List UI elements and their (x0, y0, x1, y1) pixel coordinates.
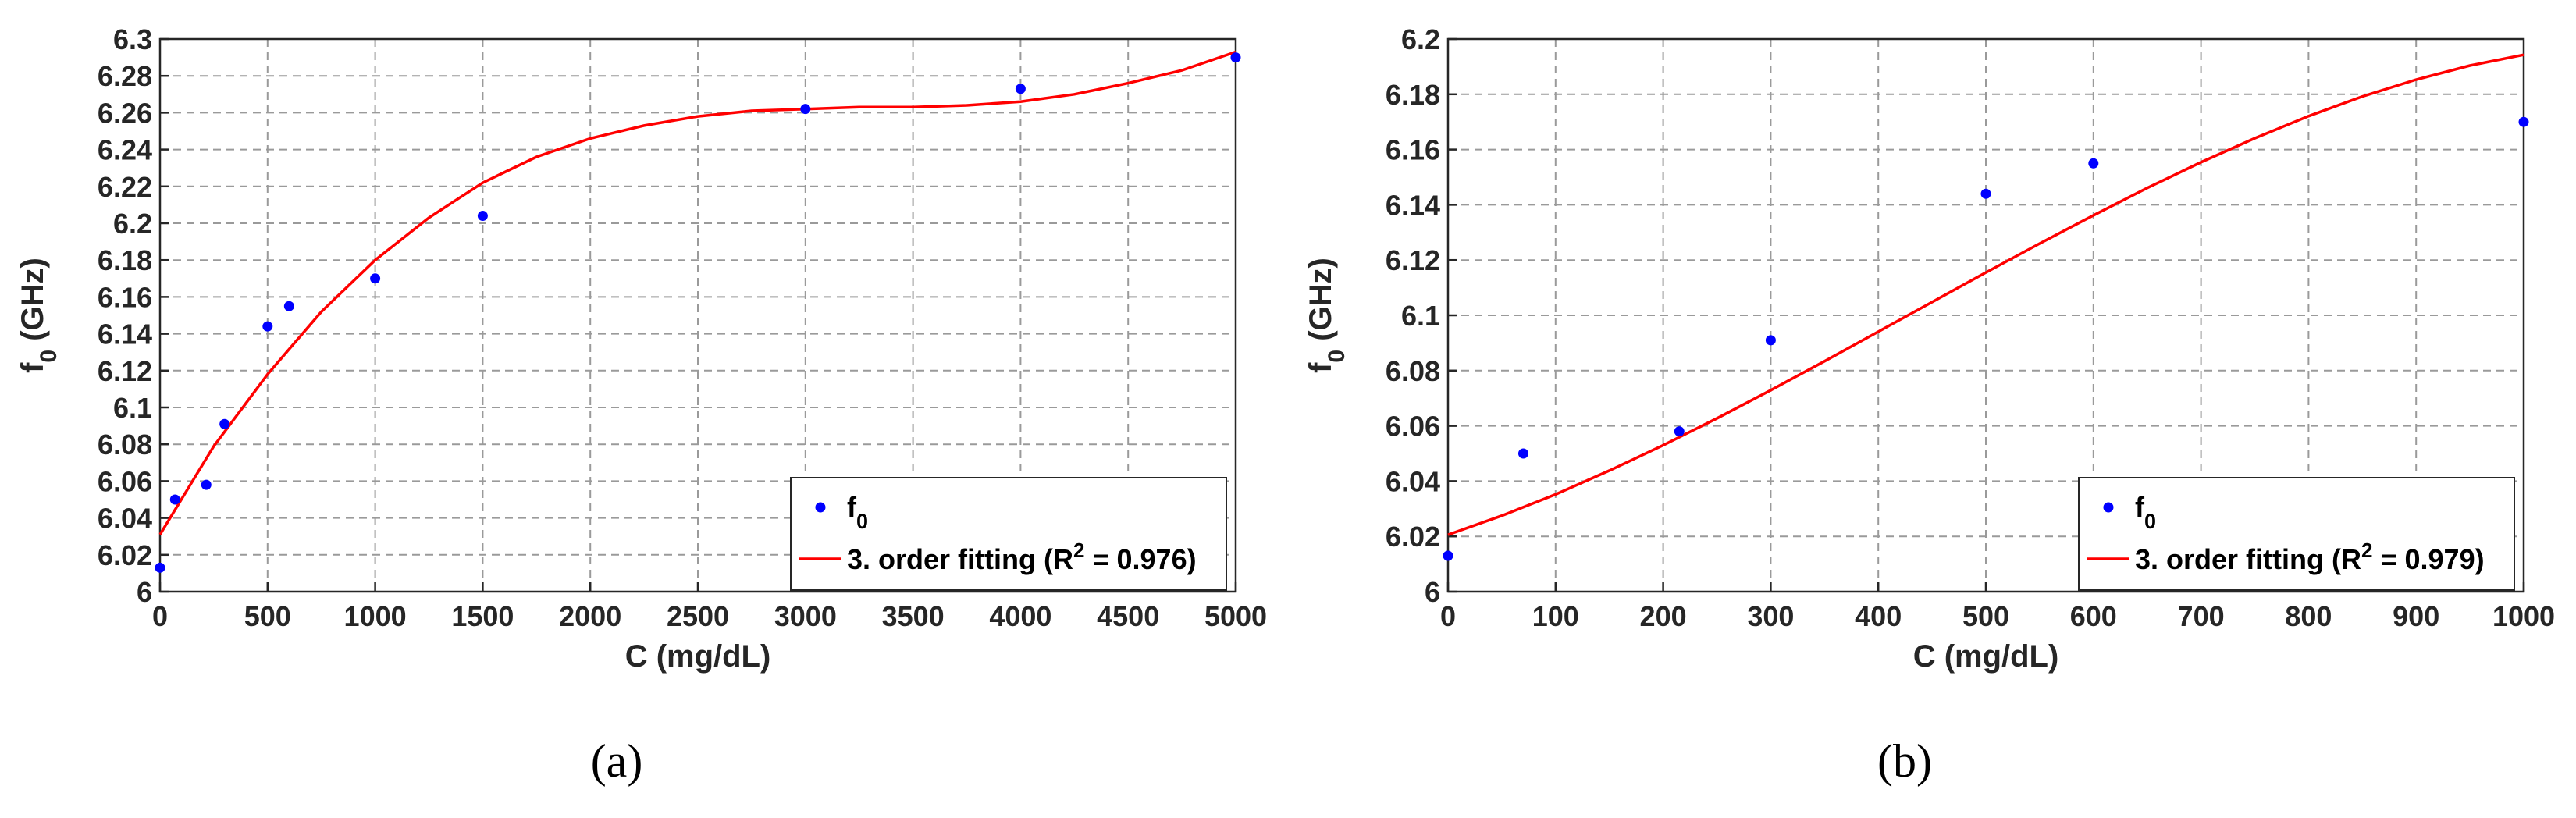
legend-marker-points (2103, 502, 2114, 513)
y-tick-label: 6.02 (98, 539, 152, 571)
y-axis-label-unit: (GHz) (1304, 258, 1338, 350)
y-tick-label: 6.2 (1401, 23, 1440, 55)
y-tick-label: 6.06 (98, 465, 152, 497)
x-tick-label: 0 (152, 600, 168, 632)
y-tick-label: 6.26 (98, 97, 152, 129)
y-tick-label: 6.12 (1386, 244, 1440, 276)
chart-panel-b: 0 100 200 300 400 500 600 700 800 900 1000 6 6.02 6.0… (1304, 23, 2555, 787)
data-point (1674, 426, 1685, 437)
x-axis-label: C (mg/dL) (1913, 639, 2059, 674)
chart-panel-a: 0 500 1000 1500 2000 2500 3000 3500 4000 4500 5000… (16, 23, 1267, 787)
panel-label: (b) (1877, 735, 1932, 787)
y-tick-label: 6.02 (1386, 521, 1440, 553)
y-axis-label-sub: 0 (36, 350, 62, 363)
fit-curve (158, 50, 1236, 535)
y-tick-label: 6.16 (1386, 134, 1440, 166)
y-axis-label-base: f (16, 362, 50, 373)
data-point (2518, 116, 2529, 127)
y-tick-label: 6.3 (113, 23, 152, 55)
x-axis-label: C (mg/dL) (625, 639, 771, 674)
data-point (169, 494, 180, 505)
data-point (219, 418, 230, 429)
data-point (283, 301, 294, 311)
data-point (370, 273, 381, 284)
data-point (1230, 52, 1241, 63)
legend-label-points: f0 (2135, 491, 2156, 533)
data-point (477, 211, 488, 222)
x-tick-label: 500 (1962, 600, 2009, 632)
y-tick-label: 6 (1425, 576, 1440, 608)
data-point (1980, 188, 1991, 199)
y-tick-label: 6.12 (98, 355, 152, 387)
y-tick-label: 6.18 (1386, 79, 1440, 111)
y-tick-label: 6.14 (98, 318, 152, 350)
legend-label-fit: 3. order fitting (R2 = 0.976) (847, 539, 1197, 575)
legend: f0 3. order fitting (R2 = 0.976) (790, 477, 1227, 591)
fit-curve (1447, 53, 2524, 536)
y-axis-label-base: f (1304, 362, 1338, 373)
x-tick-label: 2000 (559, 600, 621, 632)
data-points (1443, 116, 2529, 561)
legend-marker-points (815, 502, 826, 513)
data-point (800, 104, 811, 115)
x-tick-label: 5000 (1204, 600, 1267, 632)
x-tick-label: 4000 (989, 600, 1051, 632)
x-tick-label: 3000 (774, 600, 837, 632)
y-tick-label: 6.24 (98, 134, 152, 166)
y-tick-label: 6.04 (1386, 465, 1440, 497)
y-axis-label-unit: (GHz) (16, 258, 50, 350)
data-point (1517, 448, 1528, 459)
grid-lines (159, 38, 1236, 592)
data-point (1443, 550, 1453, 561)
y-axis-label-sub: 0 (1324, 350, 1350, 363)
y-axis-label: f0 (GHz) (16, 258, 62, 373)
x-tick-label: 3500 (882, 600, 945, 632)
data-point (1015, 84, 1026, 94)
y-tick-label: 6.08 (98, 429, 152, 461)
legend-box (790, 477, 1227, 591)
x-tick-label: 400 (1855, 600, 1902, 632)
y-tick-label: 6.2 (113, 208, 152, 240)
data-point (1765, 335, 1776, 346)
y-tick-label: 6.1 (1401, 300, 1440, 332)
legend-box (2078, 477, 2515, 591)
data-points (155, 52, 1241, 573)
y-tick-label: 6.28 (98, 60, 152, 92)
data-point (155, 562, 165, 573)
y-tick-label: 6.1 (113, 392, 152, 424)
x-tick-label: 1000 (344, 600, 407, 632)
x-tick-label: 800 (2285, 600, 2332, 632)
data-point (262, 321, 273, 332)
data-point (201, 479, 212, 490)
y-tick-label: 6.04 (98, 503, 152, 535)
x-tick-label: 700 (2178, 600, 2225, 632)
x-tick-label: 100 (1532, 600, 1579, 632)
x-tick-label: 900 (2393, 600, 2439, 632)
legend-label-points: f0 (847, 491, 868, 533)
data-point (2088, 158, 2099, 169)
legend: f0 3. order fitting (R2 = 0.979) (2078, 477, 2515, 591)
y-tick-label: 6.14 (1386, 189, 1440, 221)
x-tick-label: 1500 (451, 600, 514, 632)
x-tick-label: 500 (244, 600, 291, 632)
x-tick-label: 0 (1440, 600, 1456, 632)
x-tick-label: 300 (1747, 600, 1794, 632)
y-tick-label: 6.06 (1386, 411, 1440, 443)
y-axis-label: f0 (GHz) (1304, 258, 1350, 373)
y-tick-label: 6.18 (98, 244, 152, 276)
y-tick-label: 6.16 (98, 281, 152, 313)
x-tick-label: 1000 (2492, 600, 2555, 632)
panel-label: (a) (591, 735, 643, 787)
x-tick-label: 2500 (667, 600, 729, 632)
legend-label-fit: 3. order fitting (R2 = 0.979) (2135, 539, 2485, 575)
y-tick-label: 6.08 (1386, 355, 1440, 387)
y-tick-label: 6.22 (98, 171, 152, 203)
x-tick-label: 4500 (1097, 600, 1159, 632)
y-tick-label: 6 (137, 576, 152, 608)
x-tick-label: 200 (1640, 600, 1687, 632)
x-tick-label: 600 (2070, 600, 2117, 632)
